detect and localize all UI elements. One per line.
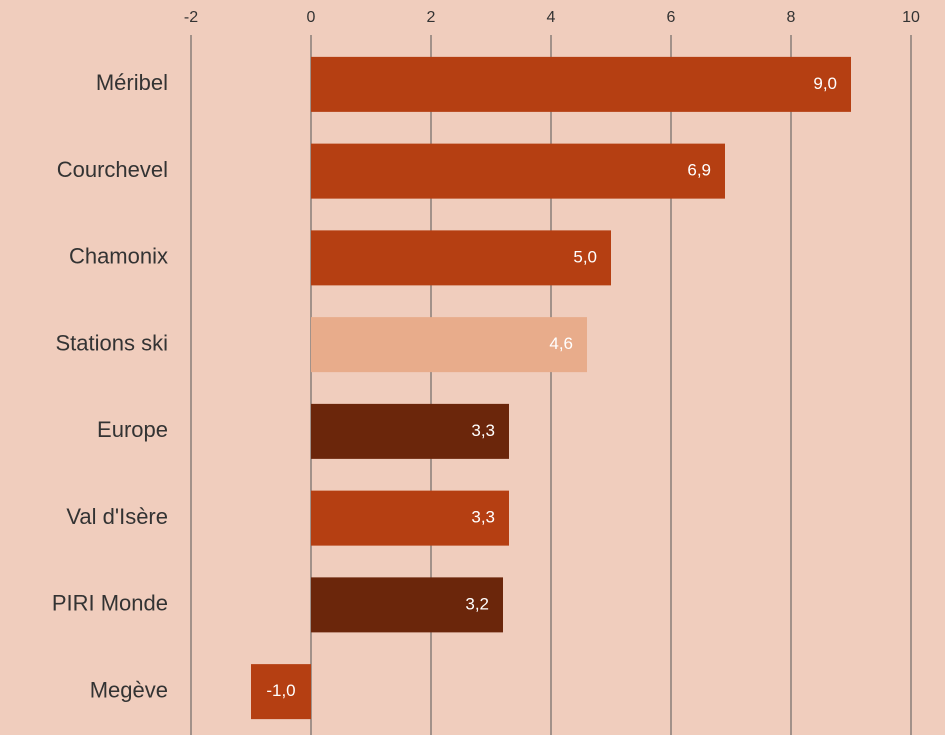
value-label: 3,2 <box>465 594 489 613</box>
value-label: 4,6 <box>549 334 573 353</box>
bar <box>251 664 311 720</box>
bar <box>311 577 503 633</box>
x-tick-label: 8 <box>787 9 796 26</box>
value-label: 6,9 <box>687 161 711 180</box>
bar <box>311 403 509 459</box>
bar <box>311 490 509 546</box>
x-tick-label: 2 <box>427 9 436 26</box>
value-label: 3,3 <box>471 421 495 440</box>
bar <box>311 56 851 112</box>
y-tick-label: Val d'Isère <box>66 504 168 529</box>
x-tick-label: -2 <box>184 9 198 26</box>
value-label: 9,0 <box>813 74 837 93</box>
y-tick-label: Méribel <box>96 70 168 95</box>
value-label: -1,0 <box>266 681 295 700</box>
value-label: 3,3 <box>471 508 495 527</box>
y-tick-label: Megève <box>90 677 168 702</box>
y-tick-label: Courchevel <box>57 157 168 182</box>
x-tick-label: 6 <box>667 9 676 26</box>
x-tick-label: 0 <box>307 9 316 26</box>
x-tick-label: 10 <box>902 9 920 26</box>
bar <box>311 143 725 199</box>
y-tick-label: Stations ski <box>56 330 169 355</box>
bar <box>311 230 611 286</box>
y-tick-label: Chamonix <box>69 244 168 269</box>
y-tick-label: PIRI Monde <box>52 591 168 616</box>
x-tick-label: 4 <box>547 9 556 26</box>
bar <box>311 317 587 373</box>
y-tick-label: Europe <box>97 417 168 442</box>
value-label: 5,0 <box>573 247 597 266</box>
